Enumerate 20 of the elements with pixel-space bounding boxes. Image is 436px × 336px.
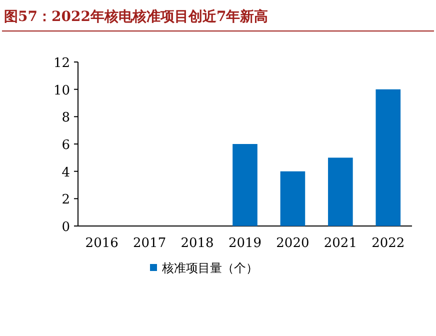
legend-label: 核准项目量（个） <box>161 261 258 275</box>
bar <box>232 144 258 226</box>
x-tick-label: 2017 <box>133 236 166 251</box>
y-tick-label: 0 <box>62 220 70 235</box>
bar <box>280 171 306 226</box>
y-tick-label: 12 <box>53 56 70 71</box>
bar <box>376 89 401 226</box>
x-tick-label: 2019 <box>228 236 262 251</box>
x-tick-label: 2016 <box>85 236 118 251</box>
x-tick-label: 2022 <box>372 236 405 251</box>
x-tick-label: 2018 <box>180 236 214 251</box>
y-tick-label: 2 <box>62 192 70 208</box>
x-tick-label: 2020 <box>276 236 310 251</box>
y-tick-label: 10 <box>53 83 70 98</box>
x-tick-label: 2021 <box>324 236 357 251</box>
y-tick-label: 8 <box>62 110 70 126</box>
y-tick-label: 4 <box>62 165 70 180</box>
bar <box>328 158 353 226</box>
y-tick-label: 6 <box>62 138 70 153</box>
chart-title: 图57：2022年核电核准项目创近7年新高 <box>4 8 268 25</box>
